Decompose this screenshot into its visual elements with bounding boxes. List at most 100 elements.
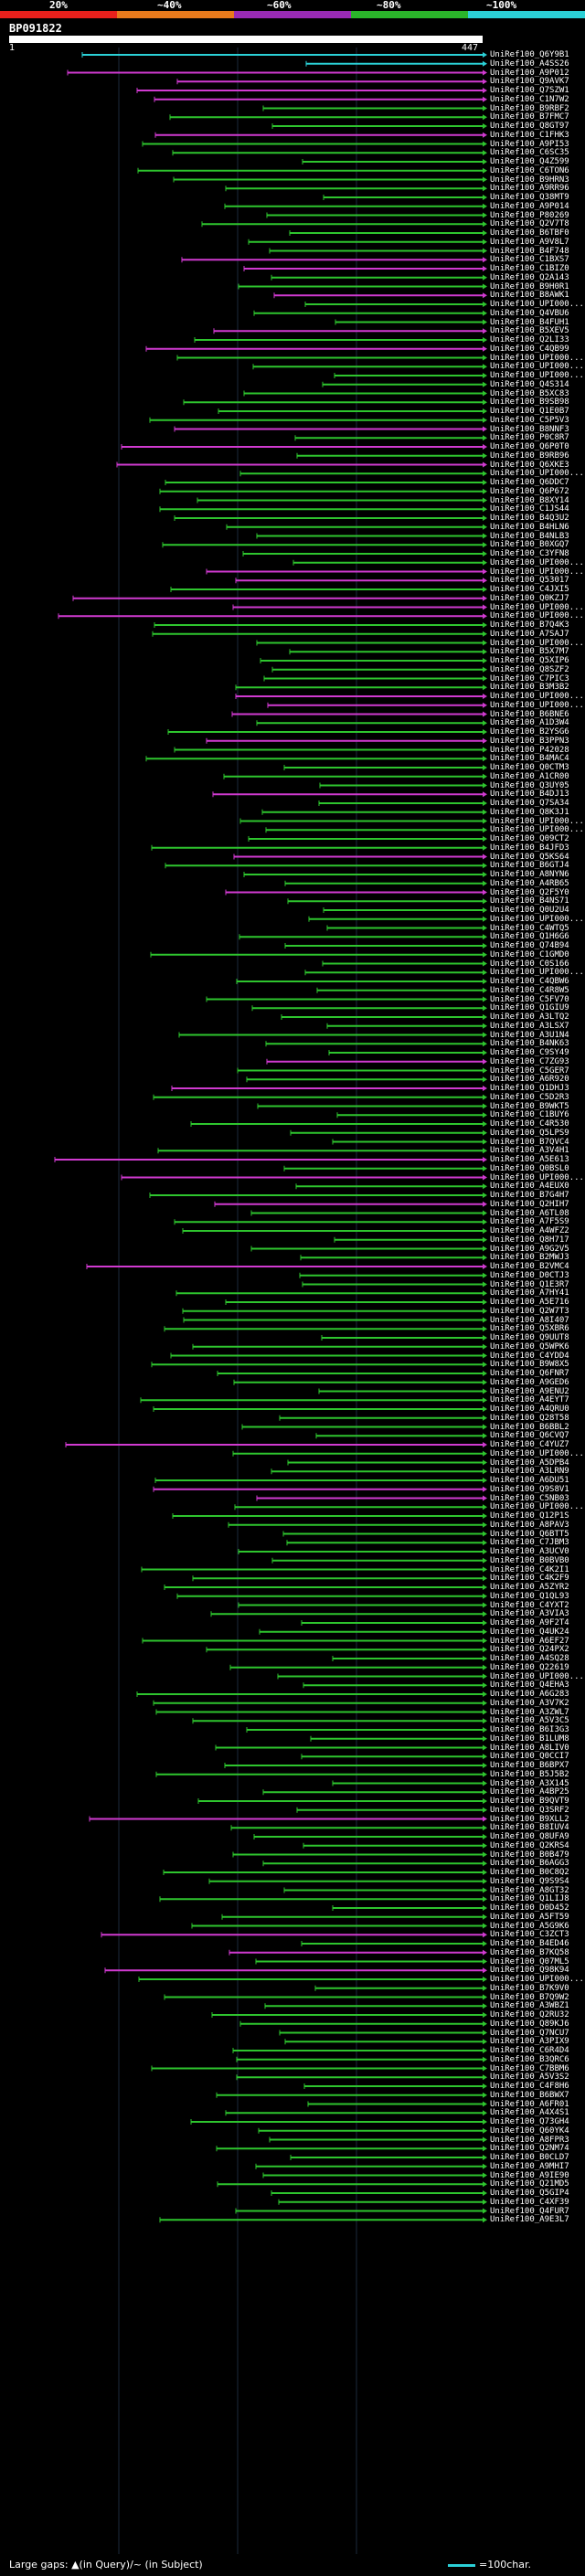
hit-label[interactable]: UniRef100_Q6P672: [490, 486, 569, 496]
hit-label[interactable]: UniRef100_A3UCV0: [490, 1547, 569, 1556]
hit-label[interactable]: UniRef100_C7JBM3: [490, 1538, 569, 1548]
hit-label[interactable]: UniRef100_C9SY49: [490, 1048, 569, 1057]
hit-label[interactable]: UniRef100_A5ZYR2: [490, 1583, 569, 1592]
hit-label[interactable]: UniRef100_A3LTQ2: [490, 1012, 569, 1022]
hit-label[interactable]: UniRef100_Q8SZF2: [490, 664, 569, 674]
hit-label[interactable]: UniRef100_C4QB99: [490, 344, 569, 354]
hit-label[interactable]: UniRef100_A3LSX7: [490, 1021, 569, 1031]
hit-label[interactable]: UniRef100_B3PPN3: [490, 736, 569, 746]
hit-label[interactable]: UniRef100_C6SC35: [490, 148, 569, 158]
hit-label[interactable]: UniRef100_B4JFD3: [490, 843, 569, 853]
hit-label[interactable]: UniRef100_B7KQ58: [490, 1947, 569, 1957]
hit-label[interactable]: UniRef100_C4R8W5: [490, 985, 569, 995]
hit-label[interactable]: UniRef100_A6DU51: [490, 1476, 569, 1485]
hit-label[interactable]: UniRef100_Q2LI33: [490, 335, 569, 345]
hit-label[interactable]: UniRef100_B9XLL2: [490, 1814, 569, 1824]
hit-label[interactable]: UniRef100_C4K2F9: [490, 1574, 569, 1584]
hit-label[interactable]: UniRef100_B4HLN6: [490, 522, 569, 532]
hit-label[interactable]: UniRef100_Q6Y9B1: [490, 50, 569, 59]
hit-label[interactable]: UniRef100_B8NNF3: [490, 424, 569, 434]
hit-label[interactable]: UniRef100_Q60YK4: [490, 2125, 569, 2136]
hit-label[interactable]: UniRef100_C4WTQ5: [490, 923, 569, 933]
hit-label[interactable]: UniRef100_Q2RU32: [490, 2010, 569, 2019]
hit-label[interactable]: UniRef100_A4RB65: [490, 878, 569, 888]
hit-label[interactable]: UniRef100_A6FR01: [490, 2099, 569, 2109]
hit-label[interactable]: UniRef100_A4WFZ2: [490, 1226, 569, 1235]
hit-label[interactable]: UniRef100_Q2W7T3: [490, 1306, 569, 1316]
hit-label[interactable]: UniRef100_Q22619: [490, 1662, 569, 1672]
hit-label[interactable]: UniRef100_Q3UY05: [490, 780, 569, 790]
hit-label[interactable]: UniRef100_Q4EHA3: [490, 1680, 569, 1691]
hit-label[interactable]: UniRef100_Q2A143: [490, 272, 569, 282]
hit-label[interactable]: UniRef100_UPI000...: [490, 353, 584, 363]
hit-label[interactable]: UniRef100_B6BWX7: [490, 2090, 569, 2100]
hit-label[interactable]: UniRef100_C4QBW6: [490, 977, 569, 986]
hit-label[interactable]: UniRef100_B0BVB0: [490, 1555, 569, 1565]
hit-label[interactable]: UniRef100_B9QVT9: [490, 1797, 569, 1806]
hit-label[interactable]: UniRef100_Q09CT2: [490, 834, 569, 843]
hit-label[interactable]: UniRef100_A9E3L7: [490, 2215, 569, 2225]
hit-label[interactable]: UniRef100_A5E716: [490, 1298, 569, 1307]
hit-label[interactable]: UniRef100_C5FV70: [490, 994, 569, 1004]
hit-label[interactable]: UniRef100_UPI000...: [490, 1975, 584, 1984]
hit-label[interactable]: UniRef100_D0CTJ3: [490, 1270, 569, 1280]
hit-label[interactable]: UniRef100_A6EF27: [490, 1636, 569, 1646]
hit-label[interactable]: UniRef100_Q2HIH7: [490, 1199, 569, 1209]
hit-label[interactable]: UniRef100_UPI000...: [490, 968, 584, 978]
hit-label[interactable]: UniRef100_Q6P0T0: [490, 442, 569, 451]
hit-label[interactable]: UniRef100_A5DPB4: [490, 1458, 569, 1468]
hit-label[interactable]: UniRef100_C1N7W2: [490, 94, 569, 104]
hit-label[interactable]: UniRef100_UPI000...: [490, 1172, 584, 1182]
hit-label[interactable]: UniRef100_B9H0R1: [490, 281, 569, 292]
hit-label[interactable]: UniRef100_B7Q9W2: [490, 1992, 569, 2002]
hit-label[interactable]: UniRef100_Q07ML5: [490, 1956, 569, 1966]
hit-label[interactable]: UniRef100_Q4UK24: [490, 1627, 569, 1637]
hit-label[interactable]: UniRef100_B7G4H7: [490, 1191, 569, 1200]
hit-label[interactable]: UniRef100_A8PAV3: [490, 1520, 569, 1530]
hit-label[interactable]: UniRef100_C1FHK3: [490, 130, 569, 140]
hit-label[interactable]: UniRef100_B1LUM8: [490, 1733, 569, 1744]
hit-label[interactable]: UniRef100_Q6CVQ7: [490, 1431, 569, 1441]
hit-label[interactable]: UniRef100_Q0BSL0: [490, 1163, 569, 1173]
hit-label[interactable]: UniRef100_UPI000...: [490, 362, 584, 372]
hit-label[interactable]: UniRef100_Q0U2U4: [490, 906, 569, 915]
hit-label[interactable]: UniRef100_C1JS44: [490, 504, 569, 514]
hit-label[interactable]: UniRef100_A8FPR3: [490, 2135, 569, 2145]
hit-label[interactable]: UniRef100_Q8GT97: [490, 122, 569, 131]
hit-label[interactable]: UniRef100_A7SAJ7: [490, 629, 569, 639]
hit-label[interactable]: UniRef100_A7HY41: [490, 1288, 569, 1299]
hit-label[interactable]: UniRef100_B6BBL2: [490, 1422, 569, 1432]
hit-label[interactable]: UniRef100_A3ZWL7: [490, 1707, 569, 1717]
hit-label[interactable]: UniRef100_B7Q4K3: [490, 620, 569, 630]
hit-label[interactable]: UniRef100_A9ENU2: [490, 1386, 569, 1396]
hit-label[interactable]: UniRef100_A5FT59: [490, 1912, 569, 1922]
hit-label[interactable]: UniRef100_B6GTJ4: [490, 861, 569, 871]
hit-label[interactable]: UniRef100_UPI000...: [490, 1671, 584, 1681]
hit-label[interactable]: UniRef100_A9RR96: [490, 184, 569, 194]
hit-label[interactable]: UniRef100_B9HRN3: [490, 175, 569, 185]
hit-label[interactable]: UniRef100_Q0CCI7: [490, 1752, 569, 1762]
hit-label[interactable]: UniRef100_B4F748: [490, 246, 569, 256]
hit-label[interactable]: UniRef100_Q8UFA9: [490, 1832, 569, 1841]
hit-label[interactable]: UniRef100_Q4VBU6: [490, 308, 569, 318]
hit-label[interactable]: UniRef100_C4YDD4: [490, 1351, 569, 1361]
hit-label[interactable]: UniRef100_A5G9K6: [490, 1921, 569, 1931]
hit-label[interactable]: UniRef100_B3M3B2: [490, 683, 569, 693]
hit-label[interactable]: UniRef100_UPI000...: [490, 692, 584, 701]
hit-label[interactable]: UniRef100_UPI000...: [490, 371, 584, 380]
hit-label[interactable]: UniRef100_A8I407: [490, 1315, 569, 1325]
hit-label[interactable]: UniRef100_A3V7K2: [490, 1698, 569, 1708]
hit-label[interactable]: UniRef100_Q2V7T8: [490, 219, 569, 229]
hit-label[interactable]: UniRef100_B7FMC7: [490, 112, 569, 122]
hit-label[interactable]: UniRef100_C4JXI5: [490, 585, 569, 594]
hit-label[interactable]: UniRef100_A9G2V5: [490, 1244, 569, 1254]
hit-label[interactable]: UniRef100_B4NLB3: [490, 531, 569, 541]
hit-label[interactable]: UniRef100_A9IE90: [490, 2170, 569, 2180]
hit-label[interactable]: UniRef100_UPI000...: [490, 602, 584, 612]
hit-label[interactable]: UniRef100_Q98K94: [490, 1966, 569, 1976]
hit-label[interactable]: UniRef100_B0XGQ7: [490, 540, 569, 550]
hit-label[interactable]: UniRef100_Q5KS64: [490, 852, 569, 862]
hit-label[interactable]: UniRef100_Q7NCU7: [490, 2028, 569, 2038]
hit-label[interactable]: UniRef100_UPI000...: [490, 567, 584, 577]
hit-label[interactable]: UniRef100_C4R530: [490, 1119, 569, 1129]
